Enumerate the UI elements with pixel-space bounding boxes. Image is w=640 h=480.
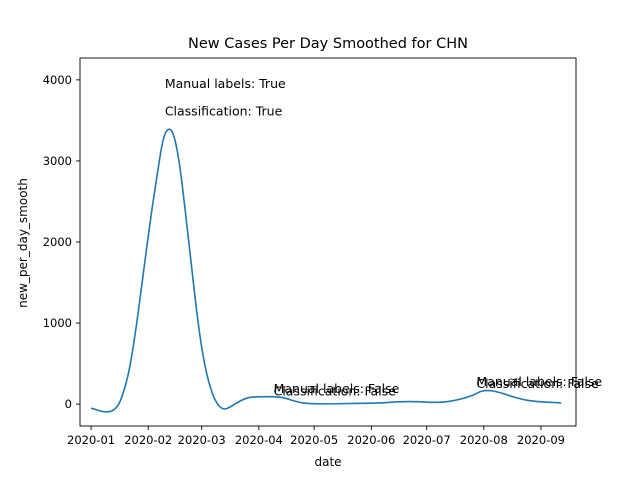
x-tick-label: 2020-07 bbox=[403, 433, 451, 447]
annotation-label: Manual labels: False bbox=[476, 374, 602, 389]
y-axis-label: new_per_day_smooth bbox=[16, 178, 30, 308]
y-tick-label: 3000 bbox=[43, 154, 72, 168]
annotation-label: Manual labels: False bbox=[274, 381, 400, 396]
annotation-label: Classification: False bbox=[476, 376, 599, 391]
x-tick-label: 2020-09 bbox=[517, 433, 565, 447]
y-tick-label: 4000 bbox=[43, 73, 72, 87]
series-line bbox=[90, 128, 562, 413]
x-tick-label: 2020-01 bbox=[67, 433, 115, 447]
annotation-label: Manual labels: True bbox=[165, 76, 286, 91]
x-tick-label: 2020-05 bbox=[290, 433, 338, 447]
y-tick-label: 2000 bbox=[43, 235, 72, 249]
x-tick-label: 2020-03 bbox=[178, 433, 226, 447]
x-axis-label: date bbox=[314, 455, 341, 469]
x-tick-label: 2020-04 bbox=[235, 433, 283, 447]
x-tick-label: 2020-08 bbox=[460, 433, 508, 447]
chart-title: New Cases Per Day Smoothed for CHN bbox=[188, 36, 468, 52]
annotation-label: Classification: True bbox=[165, 104, 283, 119]
y-tick-label: 1000 bbox=[43, 316, 72, 330]
y-tick-label: 0 bbox=[65, 397, 72, 411]
x-tick-label: 2020-06 bbox=[347, 433, 395, 447]
annotation-label: Classification: False bbox=[274, 384, 397, 399]
plot-area: 2020-01 2020-02 2020-03 2020-04 2020-05 2020-… bbox=[43, 57, 602, 447]
x-tick-label: 2020-02 bbox=[124, 433, 172, 447]
